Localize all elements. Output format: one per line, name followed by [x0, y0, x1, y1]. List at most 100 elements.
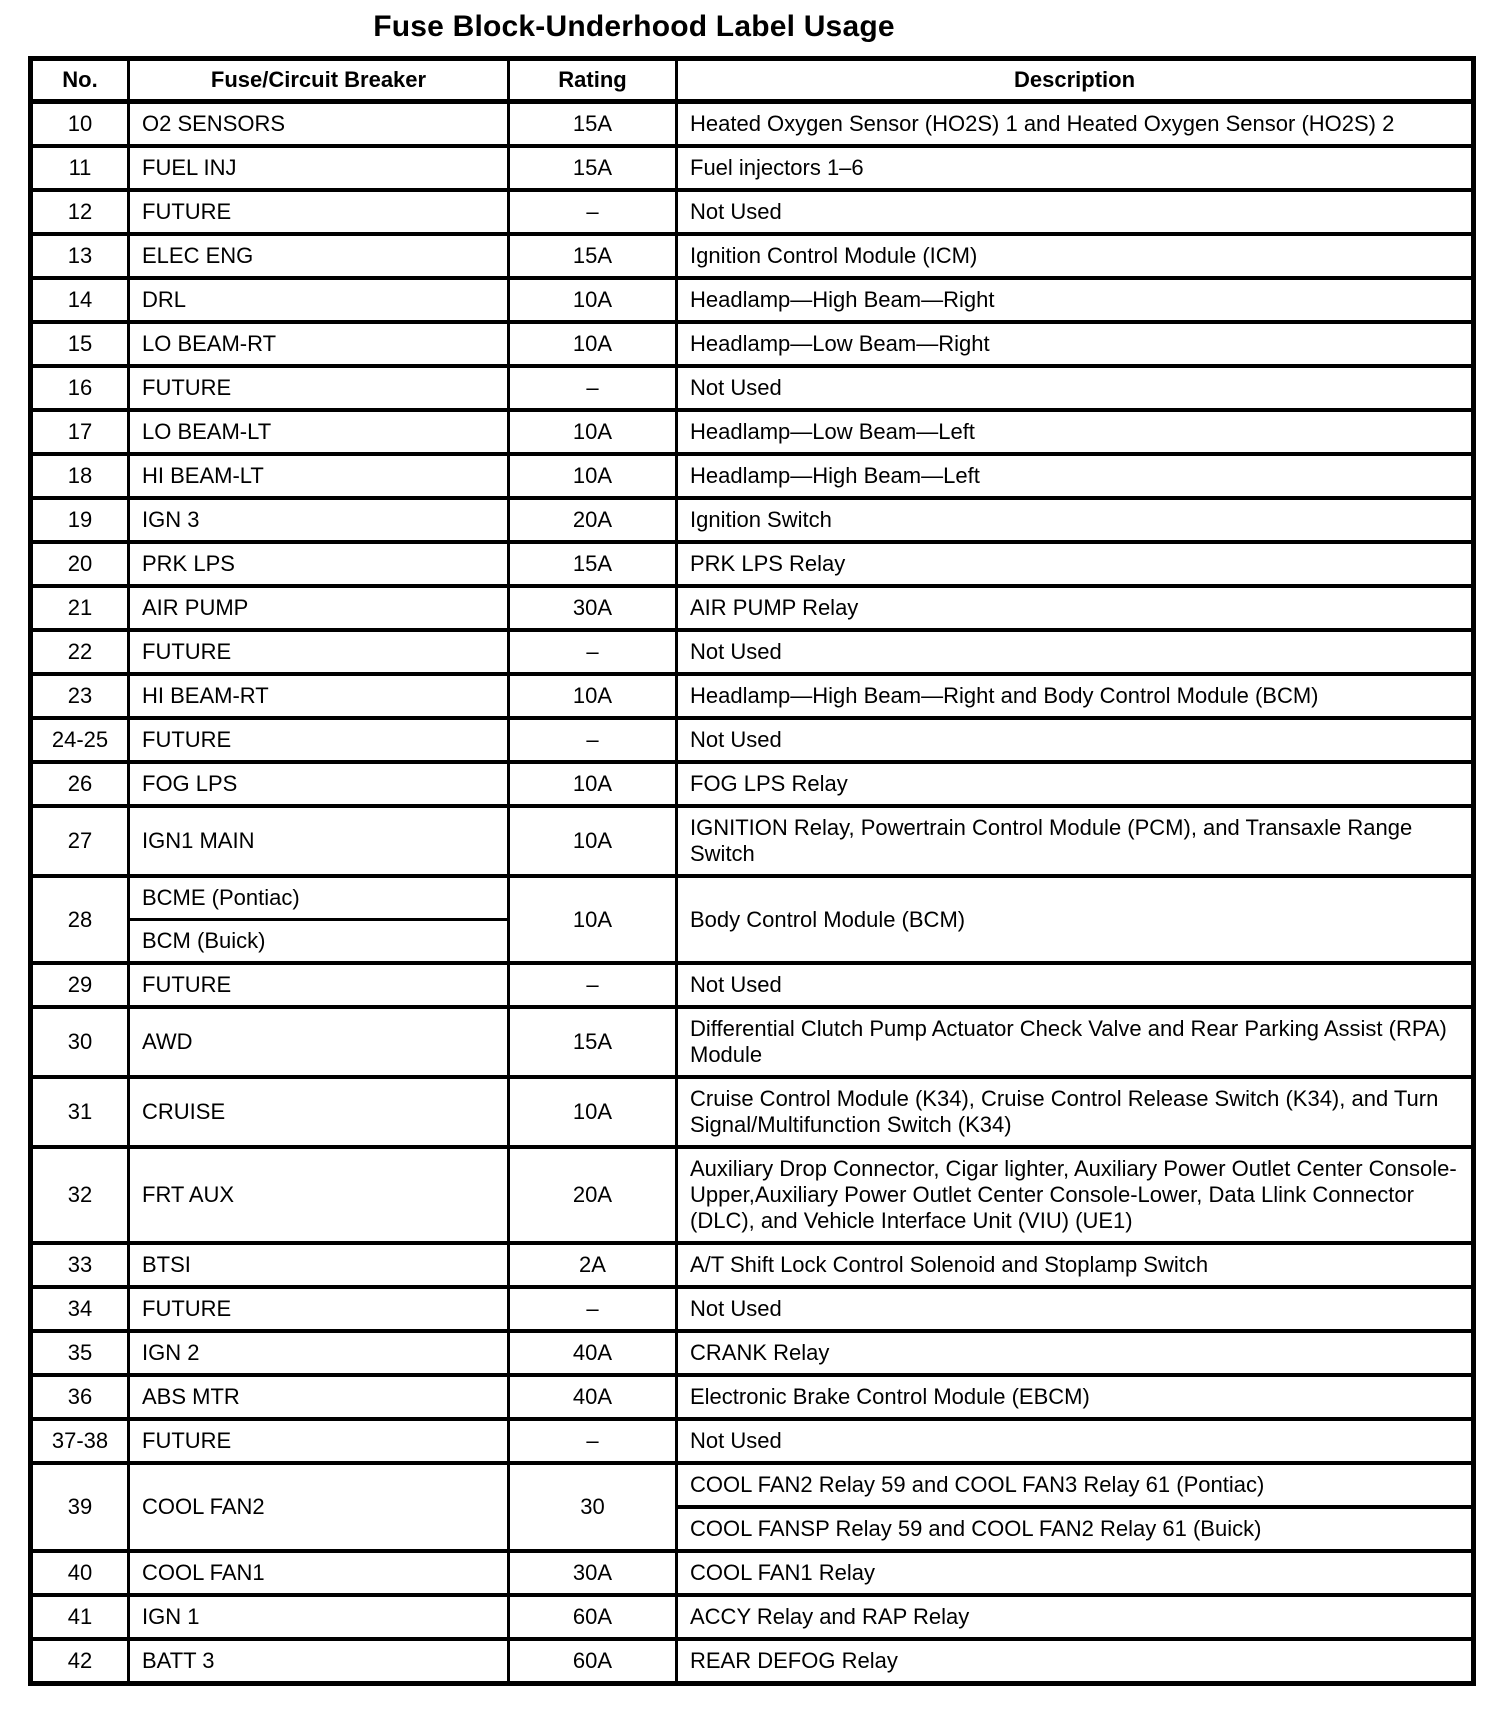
table-row: 20 PRK LPS 15A PRK LPS Relay [33, 544, 1471, 588]
cell-description: Auxiliary Drop Connector, Cigar lighter,… [690, 1156, 1457, 1233]
cell-fuse: ABS MTR [130, 1377, 510, 1417]
table-row: 12 FUTURE – Not Used [33, 192, 1471, 236]
cell-fuse: IGN1 MAIN [130, 808, 510, 874]
header-no: No. [33, 61, 130, 99]
cell-fuse: FUTURE [130, 1421, 510, 1461]
cell-no: 37-38 [33, 1421, 130, 1461]
cell-fuse: BTSI [130, 1245, 510, 1285]
cell-description: A/T Shift Lock Control Solenoid and Stop… [690, 1252, 1209, 1277]
cell-rating: 10A [510, 878, 678, 961]
cell-fuse: COOL FAN1 [130, 1553, 510, 1593]
cell-description-variant: COOL FANSP Relay 59 and COOL FAN2 Relay … [678, 1505, 1471, 1549]
cell-rating: 30A [510, 1553, 678, 1593]
cell-fuse: O2 SENSORS [130, 104, 510, 144]
table-row: 21 AIR PUMP 30A AIR PUMP Relay [33, 588, 1471, 632]
cell-description: REAR DEFOG Relay [690, 1648, 898, 1673]
cell-rating: 2A [510, 1245, 678, 1285]
cell-description: Not Used [690, 1428, 782, 1453]
cell-fuse: BATT 3 [130, 1641, 510, 1681]
cell-description: Headlamp—Low Beam—Right [690, 331, 990, 356]
cell-no: 28 [33, 878, 130, 961]
cell-no: 29 [33, 965, 130, 1005]
cell-fuse: LO BEAM-RT [130, 324, 510, 364]
table-row: 35 IGN 2 40A CRANK Relay [33, 1333, 1471, 1377]
table-row: 37-38 FUTURE – Not Used [33, 1421, 1471, 1465]
cell-description: ACCY Relay and RAP Relay [690, 1604, 970, 1629]
cell-no: 16 [33, 368, 130, 408]
table-row: 15 LO BEAM-RT 10A Headlamp—Low Beam—Right [33, 324, 1471, 368]
cell-no: 41 [33, 1597, 130, 1637]
cell-description: Headlamp—Low Beam—Left [690, 419, 975, 444]
cell-no: 30 [33, 1009, 130, 1075]
cell-description: Heated Oxygen Sensor (HO2S) 1 and Heated… [690, 111, 1395, 136]
cell-description: Body Control Module (BCM) [690, 906, 966, 932]
cell-fuse: IGN 3 [130, 500, 510, 540]
cell-rating: 60A [510, 1597, 678, 1637]
cell-description: Not Used [690, 727, 782, 752]
cell-rating: 40A [510, 1333, 678, 1373]
table-row: 39 COOL FAN2 30 COOL FAN2 Relay 59 and COOL… [33, 1465, 1471, 1553]
cell-rating: – [510, 192, 678, 232]
cell-fuse: FRT AUX [130, 1149, 510, 1241]
cell-rating: 30 [510, 1465, 678, 1549]
table-row: 13 ELEC ENG 15A Ignition Control Module (IC… [33, 236, 1471, 280]
cell-description: COOL FAN2 Relay 59 and COOL FAN3 Relay 6… [678, 1465, 1471, 1549]
cell-fuse: DRL [130, 280, 510, 320]
cell-no: 22 [33, 632, 130, 672]
table-row: 40 COOL FAN1 30A COOL FAN1 Relay [33, 1553, 1471, 1597]
cell-description: IGNITION Relay, Powertrain Control Modul… [690, 815, 1413, 866]
cell-no: 19 [33, 500, 130, 540]
cell-description: Headlamp—High Beam—Left [690, 463, 980, 488]
cell-no: 12 [33, 192, 130, 232]
cell-fuse: AWD [130, 1009, 510, 1075]
cell-rating: 40A [510, 1377, 678, 1417]
cell-rating: – [510, 632, 678, 672]
cell-fuse: FUTURE [130, 192, 510, 232]
cell-no: 31 [33, 1079, 130, 1145]
table-row: 19 IGN 3 20A Ignition Switch [33, 500, 1471, 544]
header-fuse-circuit-breaker: Fuse/Circuit Breaker [130, 61, 510, 99]
cell-description: PRK LPS Relay [690, 551, 846, 576]
table-row: 22 FUTURE – Not Used [33, 632, 1471, 676]
cell-no: 33 [33, 1245, 130, 1285]
table-row: 28 BCME (Pontiac) BCM (Buick) 10A Body Contr… [33, 878, 1471, 965]
cell-fuse: FUTURE [130, 368, 510, 408]
cell-no: 34 [33, 1289, 130, 1329]
cell-no: 15 [33, 324, 130, 364]
cell-description: Not Used [690, 639, 782, 664]
cell-description: COOL FAN1 Relay [690, 1560, 876, 1585]
cell-no: 20 [33, 544, 130, 584]
cell-no: 40 [33, 1553, 130, 1593]
cell-description: Fuel injectors 1–6 [690, 155, 864, 180]
cell-no: 18 [33, 456, 130, 496]
table-header-row: No. Fuse/Circuit Breaker Rating Descript… [33, 61, 1471, 104]
cell-no: 14 [33, 280, 130, 320]
cell-fuse: HI BEAM-RT [130, 676, 510, 716]
table-row: 31 CRUISE 10A Cruise Control Module (K34), … [33, 1079, 1471, 1149]
cell-no: 26 [33, 764, 130, 804]
cell-fuse: LO BEAM-LT [130, 412, 510, 452]
cell-rating: 10A [510, 676, 678, 716]
table-row: 32 FRT AUX 20A Auxiliary Drop Connector, Ci… [33, 1149, 1471, 1245]
table-body: 10 O2 SENSORS 15A Heated Oxygen Sensor (HO2… [33, 104, 1471, 1681]
cell-no: 23 [33, 676, 130, 716]
cell-no: 21 [33, 588, 130, 628]
cell-fuse: CRUISE [130, 1079, 510, 1145]
cell-rating: 15A [510, 104, 678, 144]
cell-rating: 10A [510, 1079, 678, 1145]
cell-fuse: BCME (Pontiac) BCM (Buick) [130, 878, 510, 961]
table-row: 36 ABS MTR 40A Electronic Brake Control Mod… [33, 1377, 1471, 1421]
cell-description-variant: COOL FAN2 Relay 59 and COOL FAN3 Relay 6… [690, 1472, 1265, 1497]
cell-fuse: IGN 2 [130, 1333, 510, 1373]
cell-description: AIR PUMP Relay [690, 595, 859, 620]
table-row: 30 AWD 15A Differential Clutch Pump Actuato… [33, 1009, 1471, 1079]
cell-rating: 60A [510, 1641, 678, 1681]
cell-no: 13 [33, 236, 130, 276]
cell-fuse: FUTURE [130, 720, 510, 760]
cell-description: Ignition Switch [690, 507, 832, 532]
page-title: Fuse Block-Underhood Label Usage [373, 10, 895, 43]
cell-description: Not Used [690, 1296, 782, 1321]
cell-rating: 10A [510, 764, 678, 804]
table-row: 24-25 FUTURE – Not Used [33, 720, 1471, 764]
cell-fuse-variant: BCM (Buick) [130, 918, 507, 961]
